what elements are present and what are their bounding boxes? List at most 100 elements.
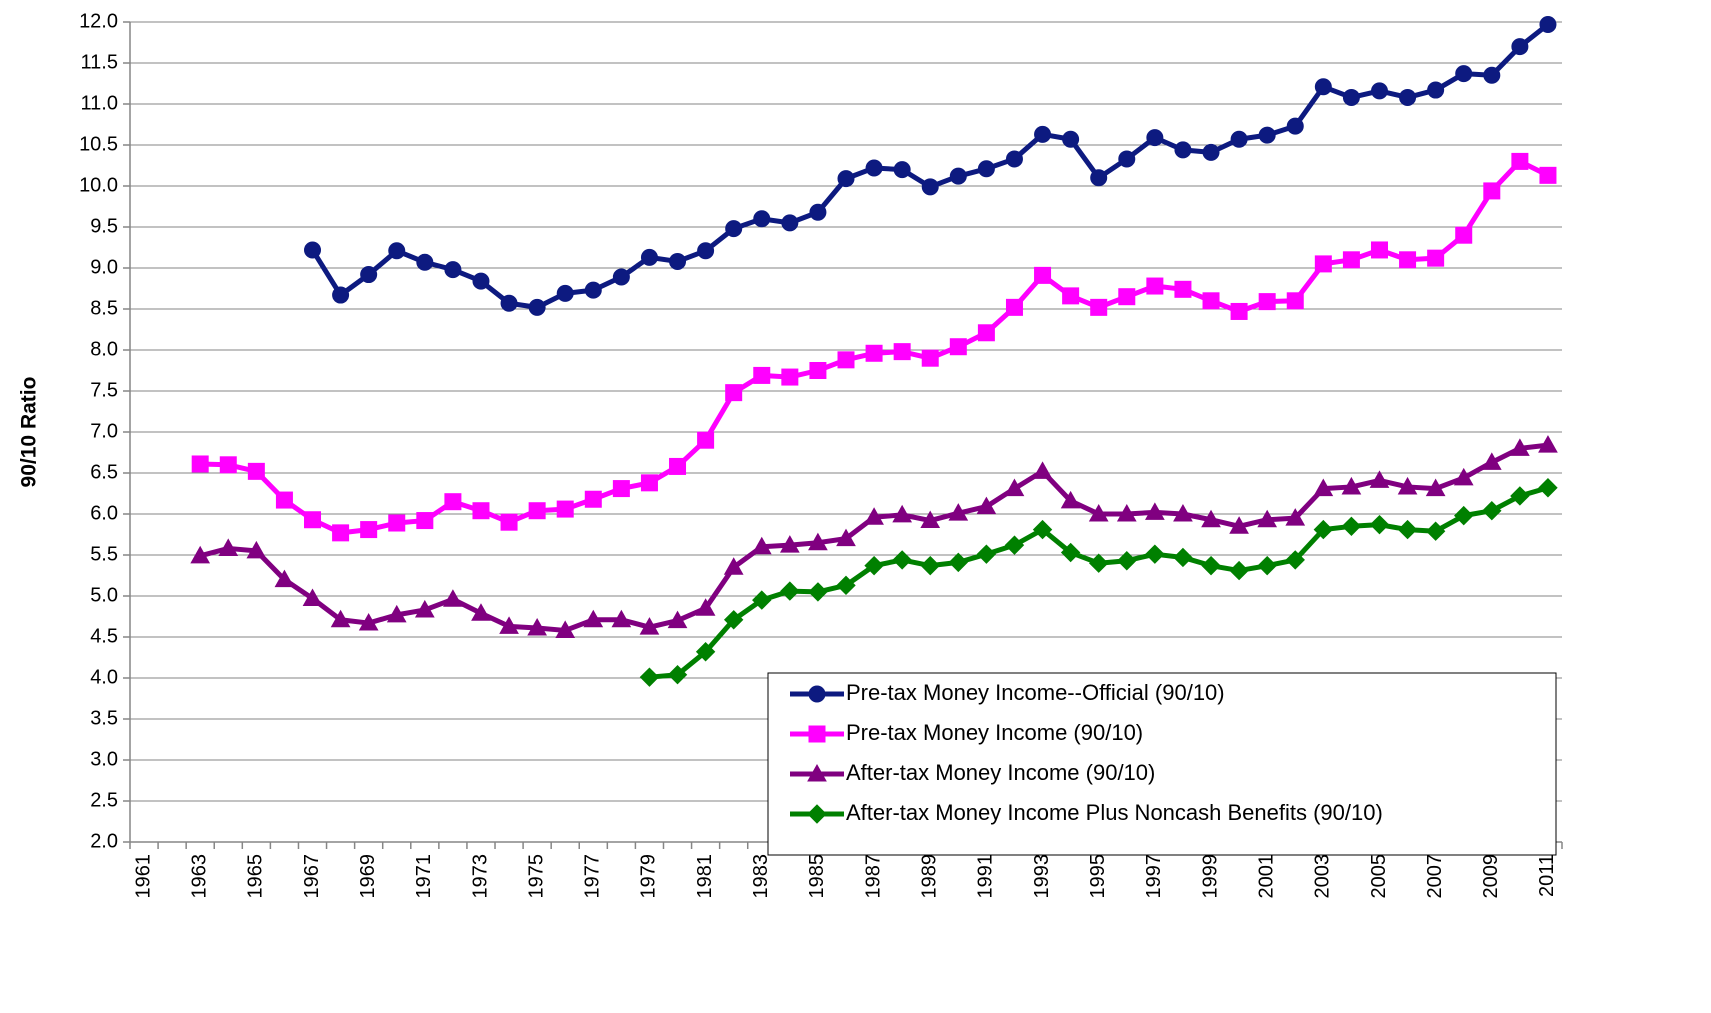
marker: [1511, 38, 1529, 56]
marker: [191, 455, 209, 473]
marker: [611, 609, 632, 628]
marker: [1257, 555, 1277, 576]
marker: [1427, 81, 1445, 99]
marker: [1004, 478, 1025, 497]
marker: [807, 763, 827, 782]
marker: [1539, 15, 1557, 33]
marker: [1230, 130, 1248, 148]
x-tick-label: 1963: [188, 854, 210, 899]
marker: [1201, 555, 1221, 576]
marker: [1370, 241, 1388, 259]
marker: [1258, 126, 1276, 144]
legend: Pre-tax Money Income--Official (90/10) Pr…: [767, 672, 1557, 856]
x-tick-label: 2011: [1536, 854, 1558, 897]
legend-label: After-tax Money Income (90/10): [846, 760, 1155, 785]
marker: [920, 510, 941, 529]
marker: [1090, 169, 1108, 187]
marker: [865, 344, 883, 362]
marker: [1539, 166, 1557, 184]
marker: [1229, 516, 1249, 534]
marker: [695, 642, 716, 662]
marker: [584, 490, 602, 508]
marker: [639, 617, 660, 635]
x-tick-label: 1991: [975, 854, 997, 899]
marker: [1202, 143, 1220, 161]
x-tick-label: 1989: [919, 854, 941, 899]
x-tick-label: 1981: [694, 854, 716, 899]
marker: [1257, 509, 1278, 528]
x-tick-label: 2005: [1368, 854, 1390, 899]
y-tick-label: 7.5: [90, 379, 118, 401]
marker: [275, 491, 293, 509]
x-tick-label: 1999: [1199, 854, 1221, 899]
marker: [1399, 88, 1417, 106]
marker: [725, 384, 743, 402]
marker: [1341, 516, 1362, 537]
marker: [190, 545, 211, 564]
marker: [1060, 542, 1081, 563]
marker: [1286, 117, 1304, 135]
x-tick-label: 1995: [1087, 854, 1109, 899]
marker: [444, 261, 462, 279]
marker: [865, 159, 883, 177]
marker: [1090, 298, 1108, 316]
marker: [948, 552, 969, 573]
marker: [1454, 505, 1474, 526]
marker: [1369, 470, 1390, 488]
y-tick-label: 10.0: [79, 174, 118, 196]
marker: [1146, 129, 1164, 147]
marker: [723, 557, 744, 575]
x-tick-label: 1969: [357, 854, 379, 899]
marker: [302, 588, 323, 606]
marker: [1088, 553, 1109, 573]
marker: [332, 524, 350, 542]
marker: [977, 324, 995, 342]
marker: [555, 620, 576, 638]
marker: [920, 555, 940, 576]
marker: [669, 457, 687, 475]
x-tick-label: 1979: [638, 854, 660, 899]
marker: [416, 253, 434, 271]
marker: [893, 343, 911, 361]
marker: [697, 431, 715, 449]
marker: [1060, 490, 1081, 509]
marker: [808, 685, 826, 703]
marker: [837, 351, 855, 369]
legend-box: [767, 672, 1557, 856]
marker: [1314, 78, 1332, 96]
marker: [388, 242, 406, 260]
marker: [1005, 298, 1023, 316]
x-tick-label: 1961: [132, 854, 154, 899]
x-tick-label: 1965: [245, 854, 267, 899]
marker: [332, 286, 350, 304]
marker: [976, 496, 997, 515]
marker: [808, 725, 826, 743]
y-tick-label: 9.5: [90, 215, 118, 237]
marker: [612, 268, 630, 286]
marker: [1483, 66, 1501, 84]
marker: [219, 456, 237, 474]
y-tick-label: 8.0: [90, 338, 118, 360]
marker: [781, 368, 799, 386]
x-tick-label: 2001: [1255, 854, 1277, 899]
marker: [864, 555, 884, 576]
marker: [1313, 519, 1334, 540]
marker: [753, 210, 771, 228]
marker: [1062, 130, 1080, 148]
marker: [640, 248, 658, 266]
series-line: [310, 22, 1550, 310]
marker: [921, 349, 939, 367]
marker: [781, 214, 799, 232]
marker: [976, 544, 997, 564]
marker: [1341, 476, 1362, 495]
marker: [1230, 302, 1248, 320]
marker: [556, 284, 574, 302]
marker: [528, 298, 546, 316]
marker: [1145, 544, 1165, 564]
marker: [556, 500, 574, 518]
marker: [1455, 226, 1473, 244]
marker: [1258, 293, 1276, 311]
marker: [753, 366, 771, 384]
marker: [1314, 255, 1332, 273]
